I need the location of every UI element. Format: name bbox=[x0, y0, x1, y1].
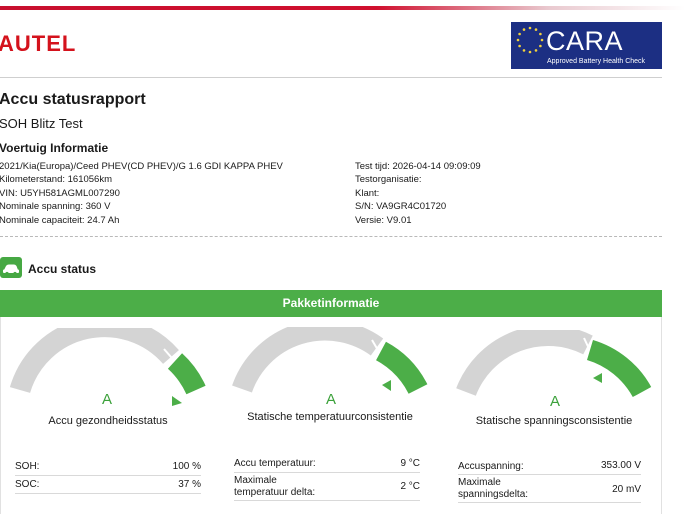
soc-label: SOC: bbox=[15, 479, 40, 490]
accu-temperature-value: 9 °C bbox=[400, 458, 420, 469]
header-divider bbox=[0, 77, 662, 78]
vehicle-vin: VIN: U5YH581AGML007290 bbox=[0, 187, 120, 199]
cara-badge-name: CARA bbox=[546, 26, 624, 56]
autel-logo: AUTEL bbox=[0, 31, 77, 56]
software-version: Versie: V9.01 bbox=[355, 214, 412, 226]
row-divider bbox=[15, 493, 201, 494]
eu-stars-icon bbox=[516, 26, 544, 54]
max-temperature-delta-label: Maximale temperatuur delta: bbox=[234, 475, 316, 498]
row-divider bbox=[234, 500, 420, 501]
temperature-gauge-label: Statische temperatuurconsistentie bbox=[247, 411, 413, 423]
test-time: Test tijd: 2026-04-14 09:09:09 bbox=[355, 161, 481, 172]
health-gauge-label: Accu gezondheidsstatus bbox=[48, 415, 168, 427]
header-accent-rule bbox=[0, 6, 685, 10]
accu-temperature-label: Accu temperatuur: bbox=[234, 458, 316, 469]
row-divider bbox=[15, 475, 201, 476]
gauge-needle-marker bbox=[593, 373, 602, 383]
vehicle-nominal-capacity: Nominale capaciteit: 24.7 Ah bbox=[0, 214, 120, 226]
accu-status-heading: Accu status bbox=[28, 262, 97, 276]
max-voltage-delta-value: 20 mV bbox=[612, 484, 641, 495]
cara-badge-subtitle: Approved Battery Health Check bbox=[547, 58, 646, 65]
vehicle-model: 2021/Kia(Europa)/Ceed PHEV(CD PHEV)/G 1.… bbox=[0, 161, 283, 172]
package-info-panel bbox=[0, 290, 662, 514]
max-temperature-delta-value: 2 °C bbox=[400, 481, 420, 492]
report-subtitle: SOH Blitz Test bbox=[0, 116, 83, 131]
battery-car-icon bbox=[0, 257, 22, 278]
health-values: SOH: 100 % SOC: 37 % bbox=[15, 458, 201, 498]
package-info-title: Pakketinformatie bbox=[0, 290, 662, 317]
row-divider bbox=[458, 474, 641, 475]
health-grade: A bbox=[102, 391, 113, 408]
soh-label: SOH: bbox=[15, 461, 40, 472]
vehicle-info-left: 2021/Kia(Europa)/Ceed PHEV(CD PHEV)/G 1.… bbox=[0, 160, 283, 227]
vehicle-info-right: Test tijd: 2026-04-14 09:09:09 Testorgan… bbox=[355, 160, 481, 227]
temperature-gauge bbox=[232, 327, 428, 395]
vehicle-info-heading: Voertuig Informatie bbox=[0, 141, 109, 155]
soc-value: 37 % bbox=[178, 479, 201, 490]
voltage-gauge bbox=[456, 330, 652, 398]
temperature-grade: A bbox=[326, 391, 337, 408]
report-title: Accu statusrapport bbox=[0, 91, 146, 108]
soh-value: 100 % bbox=[172, 461, 201, 472]
vehicle-nominal-voltage: Nominale spanning: 360 V bbox=[0, 201, 111, 213]
voltage-gauge-label: Statische spanningsconsistentie bbox=[475, 415, 633, 427]
customer: Klant: bbox=[355, 187, 380, 199]
vehicle-mileage: Kilometerstand: 161056km bbox=[0, 174, 113, 186]
serial-number: S/N: VA9GR4C01720 bbox=[355, 201, 447, 213]
row-divider bbox=[234, 472, 420, 473]
cara-badge: CARA Approved Battery Health Check bbox=[511, 22, 662, 69]
health-gauge bbox=[10, 328, 206, 406]
accu-voltage-value: 353.00 V bbox=[600, 460, 641, 471]
voltage-values: Accuspanning: 353.00 V Maximale spanning… bbox=[458, 459, 641, 503]
row-divider bbox=[458, 502, 641, 503]
voltage-grade: A bbox=[550, 393, 561, 410]
accu-voltage-label: Accuspanning: bbox=[458, 461, 524, 472]
temperature-values: Accu temperatuur: 9 °C Maximale temperat… bbox=[234, 457, 420, 501]
max-voltage-delta-label: Maximale spanningsdelta: bbox=[458, 477, 529, 500]
gauge-needle-marker bbox=[172, 396, 182, 406]
section-divider bbox=[0, 236, 662, 237]
gauge-needle-marker bbox=[382, 380, 391, 391]
test-organisation: Testorganisatie: bbox=[355, 174, 422, 186]
